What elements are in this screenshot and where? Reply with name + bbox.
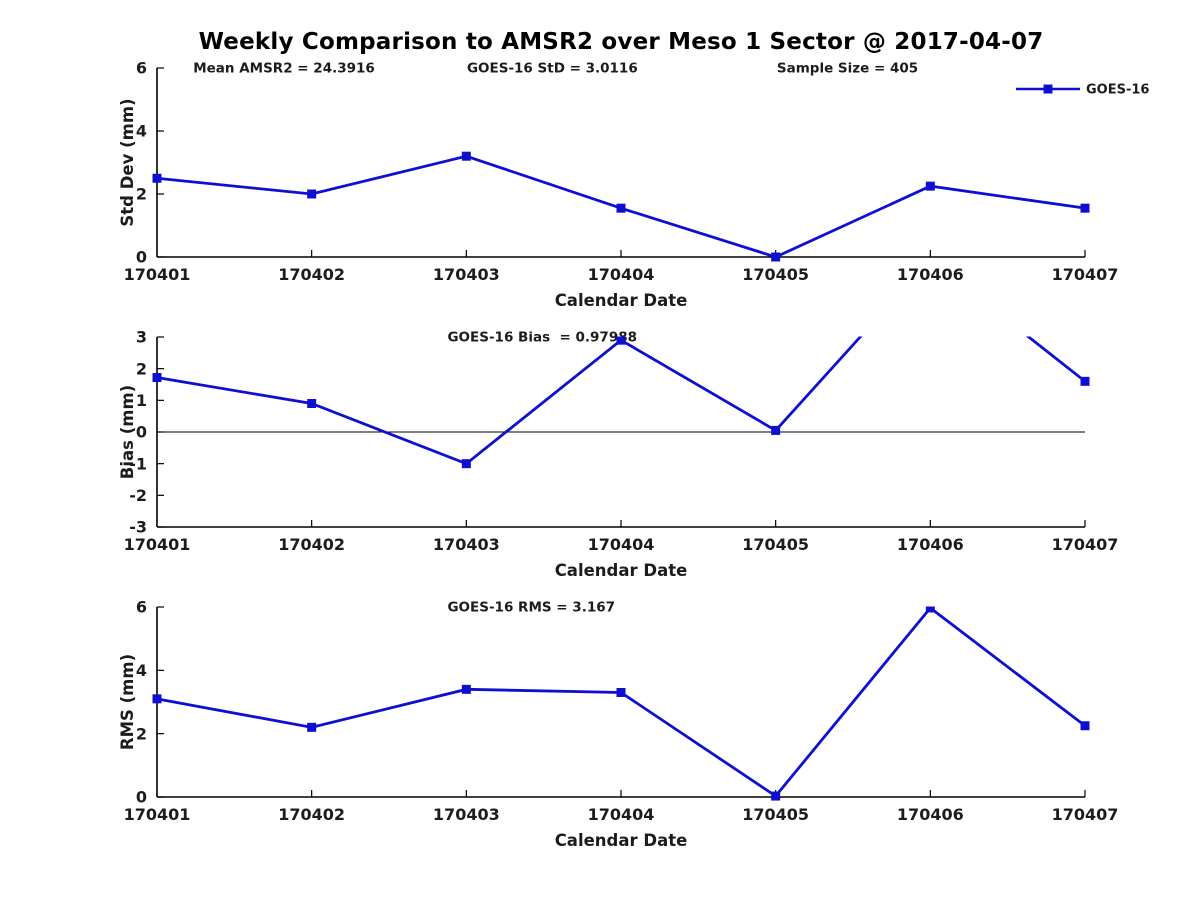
data-point-marker — [616, 203, 626, 213]
data-point-marker — [1080, 376, 1090, 386]
data-point-marker — [1080, 721, 1090, 731]
series-goes-16 — [152, 606, 1090, 801]
x-tick-label: 170403 — [433, 265, 500, 284]
data-point-marker — [616, 688, 626, 697]
x-tick-label: 170407 — [1052, 535, 1119, 554]
subplot-bias: 170401 170402 170403 170404 170405 170406 1704… — [118, 328, 1119, 580]
x-tick-label: 170407 — [1052, 805, 1119, 824]
annotation: GOES-16 Bias = 0.97988 — [447, 329, 637, 345]
data-point-marker — [771, 425, 781, 435]
y-tick-label: -3 — [129, 518, 147, 537]
data-point-marker — [461, 459, 471, 469]
data-point-marker — [152, 173, 162, 183]
x-axis-label: Calendar Date — [555, 561, 688, 580]
y-tick-label: 0 — [136, 423, 147, 442]
data-point-marker — [925, 181, 935, 191]
x-tick-label: 170406 — [897, 535, 964, 554]
x-tick-label: 170403 — [433, 535, 500, 554]
y-tick-label: 4 — [136, 122, 147, 141]
x-tick-label: 170404 — [588, 805, 655, 824]
y-tick-label: 2 — [136, 724, 147, 743]
y-axis-label: Bias (mm) — [118, 385, 137, 479]
data-point-marker — [771, 791, 781, 801]
x-tick-label: 170405 — [742, 265, 809, 284]
data-point-marker — [771, 252, 781, 262]
x-tick-label: 170401 — [124, 805, 191, 824]
y-tick-label: 6 — [136, 59, 147, 78]
annotation: GOES-16 RMS = 3.167 — [447, 599, 615, 615]
y-tick-label: -1 — [129, 454, 147, 473]
legend: GOES-16 — [1016, 83, 1149, 98]
x-tick-label: 170405 — [742, 805, 809, 824]
data-point-marker — [461, 684, 471, 694]
x-tick-label: 170407 — [1052, 265, 1119, 284]
annotation: GOES-16 StD = 3.0116 — [467, 60, 638, 76]
y-tick-label: 6 — [136, 598, 147, 617]
data-point-marker — [307, 722, 317, 732]
legend-marker — [1043, 84, 1053, 94]
x-tick-label: 170406 — [897, 265, 964, 284]
y-tick-label: 0 — [136, 248, 147, 267]
y-axis-label: RMS (mm) — [118, 654, 137, 750]
series-goes-16 — [152, 336, 1090, 469]
data-point-marker — [616, 336, 626, 345]
data-point-marker — [1080, 203, 1090, 213]
x-tick-label: 170404 — [588, 265, 655, 284]
subplot-rms: 170401 170402 170403 170404 170405 170406 1704… — [118, 598, 1118, 850]
data-point-marker — [307, 189, 317, 199]
y-tick-label: 2 — [136, 359, 147, 378]
y-tick-label: -2 — [129, 486, 147, 505]
y-tick-label: 3 — [136, 328, 147, 347]
annotation: Sample Size = 405 — [777, 60, 918, 76]
data-point-marker — [925, 606, 935, 613]
x-axis-label: Calendar Date — [555, 291, 688, 310]
y-tick-label: 1 — [136, 391, 147, 410]
x-tick-label: 170401 — [124, 265, 191, 284]
data-line — [156, 606, 1086, 798]
subplot-std-dev: 170401 170402 170403 170404 170405 170406 1704… — [118, 59, 1149, 310]
x-tick-label: 170401 — [124, 535, 191, 554]
x-tick-label: 170405 — [742, 535, 809, 554]
y-tick-label: 2 — [136, 185, 147, 204]
data-point-marker — [307, 399, 317, 408]
x-tick-label: 170404 — [588, 535, 655, 554]
legend-label: GOES-16 — [1086, 83, 1149, 98]
y-tick-label: 4 — [136, 661, 147, 680]
x-tick-label: 170402 — [278, 535, 345, 554]
y-axis-label: Std Dev (mm) — [118, 98, 137, 226]
x-tick-label: 170403 — [433, 805, 500, 824]
figure-title: Weekly Comparison to AMSR2 over Meso 1 S… — [198, 29, 1044, 55]
x-tick-label: 170402 — [278, 265, 345, 284]
x-tick-label: 170402 — [278, 805, 345, 824]
x-tick-label: 170406 — [897, 805, 964, 824]
series-goes-16 — [152, 151, 1090, 262]
x-axis-label: Calendar Date — [555, 831, 688, 850]
annotation: Mean AMSR2 = 24.3916 — [193, 60, 375, 76]
data-point-marker — [152, 694, 162, 704]
data-point-marker — [461, 151, 471, 161]
y-tick-label: 0 — [136, 788, 147, 807]
data-point-marker — [152, 373, 162, 383]
